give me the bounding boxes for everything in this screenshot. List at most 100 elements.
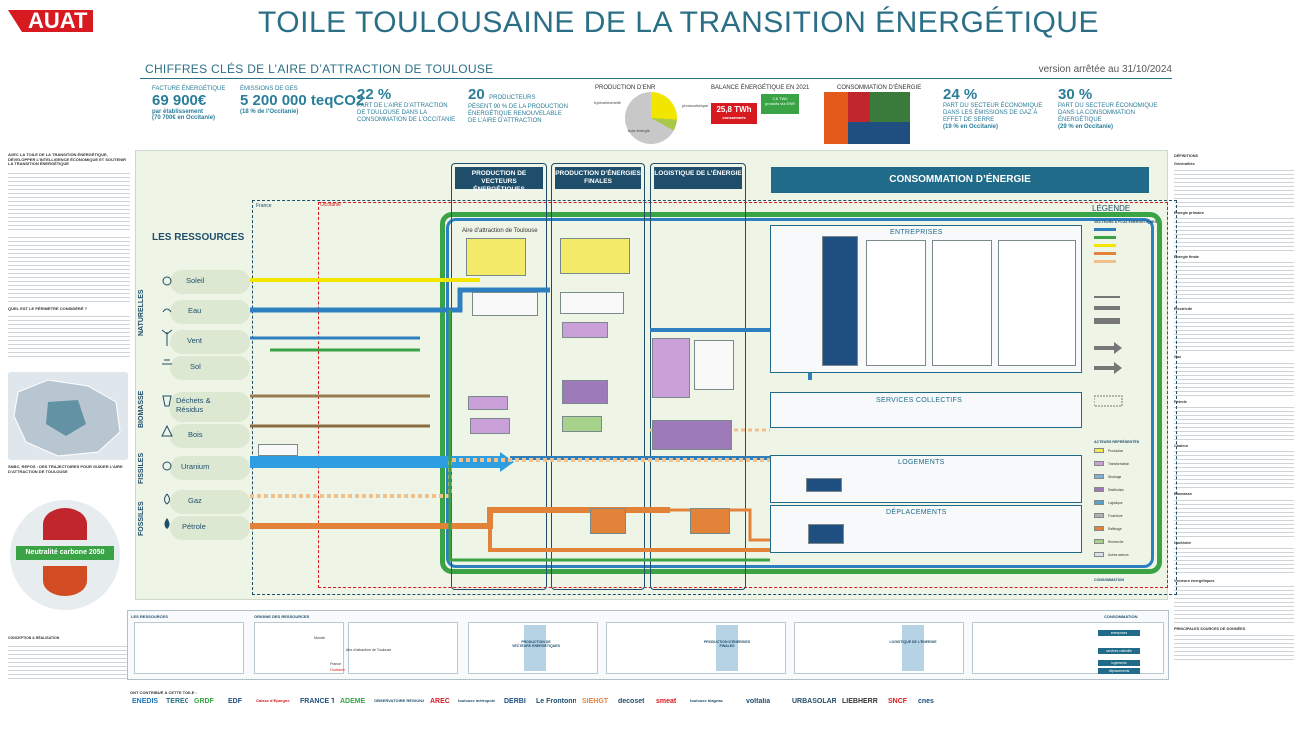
bottom-label: CONSOMMATION — [1104, 614, 1138, 619]
legend-swatch — [1094, 461, 1104, 466]
legend-section: VECTEURS & FLUX ÉNERGÉTIQUES — [1094, 220, 1158, 224]
production-enr-title: PRODUCTION D’ENR — [595, 85, 656, 91]
bottom-origin-item: Aire d’attraction de Toulouse — [346, 648, 392, 652]
legend-swatch — [1094, 526, 1104, 531]
resource-label: Bois — [188, 430, 203, 439]
balance-consumed-label: consommés — [722, 115, 746, 120]
partner-logo: FRANCE TRAVAIL — [300, 698, 334, 705]
group-label-fossiles: FOSSILES — [138, 501, 145, 536]
kf-secteur-conso-desc: PART DU SECTEUR ÉCONOMIQUE DANS LA CONSO… — [1058, 103, 1158, 123]
zone-france-label: France — [256, 203, 272, 209]
entreprises-column — [822, 236, 858, 366]
partner-logo: OBSERVATOIRE RÉGIONAL CLIMAT ÉNERGIE OCC… — [374, 698, 424, 703]
right-column-definitions: DÉFINITIONS Généralités Énergie primaire… — [1174, 150, 1294, 662]
resource-row-eau — [170, 300, 250, 324]
def-text — [1174, 448, 1294, 489]
production-box-eolien — [560, 292, 624, 314]
zone-aire-network — [446, 218, 1154, 568]
flow-petrole — [250, 507, 670, 529]
treemap-cell — [848, 92, 870, 122]
bottom-cell-origin — [254, 622, 344, 674]
bottom-pill: entreprises — [1098, 630, 1140, 636]
kf-producteurs-unit: PRODUCTEURS — [489, 95, 536, 101]
legend-item-label: Fourniture — [1108, 514, 1123, 518]
snbc-top-segment — [43, 508, 87, 540]
bottom-pill: logements — [1098, 660, 1140, 666]
legend-item-label: Recherche — [1108, 540, 1124, 544]
column-header-vecteurs: PRODUCTION DE VECTEURS ÉNERGÉTIQUES — [455, 167, 543, 193]
def-text — [1174, 359, 1294, 396]
partners-label: ONT CONTRIBUÉ À CETTE TOILE : — [130, 690, 197, 695]
transformation-box — [468, 396, 508, 410]
bottom-origin-item: Monde — [314, 636, 325, 640]
partner-logo: smeat — [656, 698, 677, 705]
def-heading: Énergie finale — [1174, 254, 1199, 259]
entreprises-column — [932, 240, 992, 366]
bottom-label: ORIGINE DES RESSOURCES — [254, 614, 310, 619]
research-box — [562, 416, 602, 432]
transformation-box — [470, 418, 510, 434]
sector-label-entreprises: ENTREPRISES — [890, 229, 943, 236]
legend-swatch — [1094, 513, 1104, 518]
partner-logo: GRDF — [194, 698, 214, 705]
bottom-pill: services collectifs — [1098, 648, 1140, 654]
resource-row-vent — [170, 330, 250, 354]
kf-producteurs: 20 PRODUCTEURS PÈSENT 90 % DE LA PRODUCT… — [468, 86, 568, 125]
def-heading: Biomasse — [1174, 492, 1192, 497]
legend-swatch — [1094, 448, 1104, 453]
column-frame-energies-finales — [551, 163, 645, 590]
resource-icons — [161, 276, 173, 529]
kf-ges: ÉMISSIONS DE GES 5 200 000 teqCO2 (18 % … — [240, 86, 364, 115]
partner-logo: cnes — [918, 698, 934, 705]
gas-flame-icon — [164, 493, 170, 505]
kf-part-aire-desc: PART DE L’AIRE D’ATTRACTION DE TOULOUSE … — [357, 103, 456, 123]
balance-produced: 2,6 TWh produits via ENR — [761, 94, 799, 114]
header-divider — [140, 78, 1172, 79]
legend-section: CONSOMMATION — [1094, 578, 1125, 582]
def-text — [1174, 166, 1294, 207]
logo-triangle-icon — [8, 10, 22, 32]
transformation-box — [562, 322, 608, 338]
resource-row-petrole — [170, 516, 250, 540]
bottom-label: LES RESSOURCES — [131, 614, 168, 619]
resource-label: Sol — [190, 362, 201, 371]
soil-icon — [162, 359, 172, 365]
sector-deplacements — [770, 505, 1082, 553]
legend-item-label: Raffinage — [1108, 527, 1122, 531]
partner-logo: decoset — [618, 698, 645, 705]
def-heading: Généralités — [1174, 162, 1195, 167]
def-heading: Vecteurs énergétiques — [1174, 578, 1215, 583]
kf-secteur-ges-note: (19 % en Occitanie) — [943, 124, 999, 130]
consommation-treemap — [824, 92, 910, 144]
resource-row-soleil — [170, 270, 250, 294]
kf-secteur-ges-value: 24 % — [943, 86, 978, 103]
def-heading: Énergie primaire — [1174, 210, 1204, 215]
oil-drop-icon — [164, 518, 170, 529]
credits: CONCEPTION & RÉALISATION — [8, 636, 130, 679]
resource-label: Pétrole — [182, 522, 206, 531]
bottom-cell-logistique — [794, 622, 964, 674]
zone-aire-attraction — [440, 212, 1162, 574]
bottom-pill: déplacements — [1098, 668, 1140, 674]
partner-logo: voltalia — [746, 698, 771, 705]
legend-item-label: Logistique — [1108, 501, 1123, 505]
sector-services-collectifs — [770, 392, 1082, 428]
credits-text-block — [8, 642, 130, 679]
bottom-origin-item: France — [330, 662, 342, 666]
balance-consumed: 25,8 TWh consommés — [711, 103, 757, 124]
def-text — [1174, 404, 1294, 441]
auat-logo: AUAT — [8, 8, 94, 34]
partner-logo: toulouse métropole — [458, 698, 496, 703]
def-text — [1174, 583, 1294, 624]
snbc-section: SNBC, REPOS : DES TRAJECTOIRES POUR GUID… — [8, 462, 130, 474]
kf-secteur-ges: 24 % PART DU SECTEUR ÉCONOMIQUE DANS LES… — [943, 86, 1048, 130]
left-column-text: AVEC LA TOILE DE LA TRANSITION ÉNERGÉTIQ… — [8, 150, 130, 358]
water-icon — [162, 308, 172, 313]
question-text-block — [8, 313, 130, 358]
partner-logo: URBASOLAR — [792, 698, 836, 705]
kf-producteurs-value: 20 — [468, 86, 485, 103]
tree-icon — [161, 424, 173, 437]
kf-facture-note: (70 700€ en Occitanie) — [152, 115, 216, 121]
entreprises-column — [998, 240, 1076, 366]
group-label-fissiles: FISSILES — [138, 452, 145, 484]
